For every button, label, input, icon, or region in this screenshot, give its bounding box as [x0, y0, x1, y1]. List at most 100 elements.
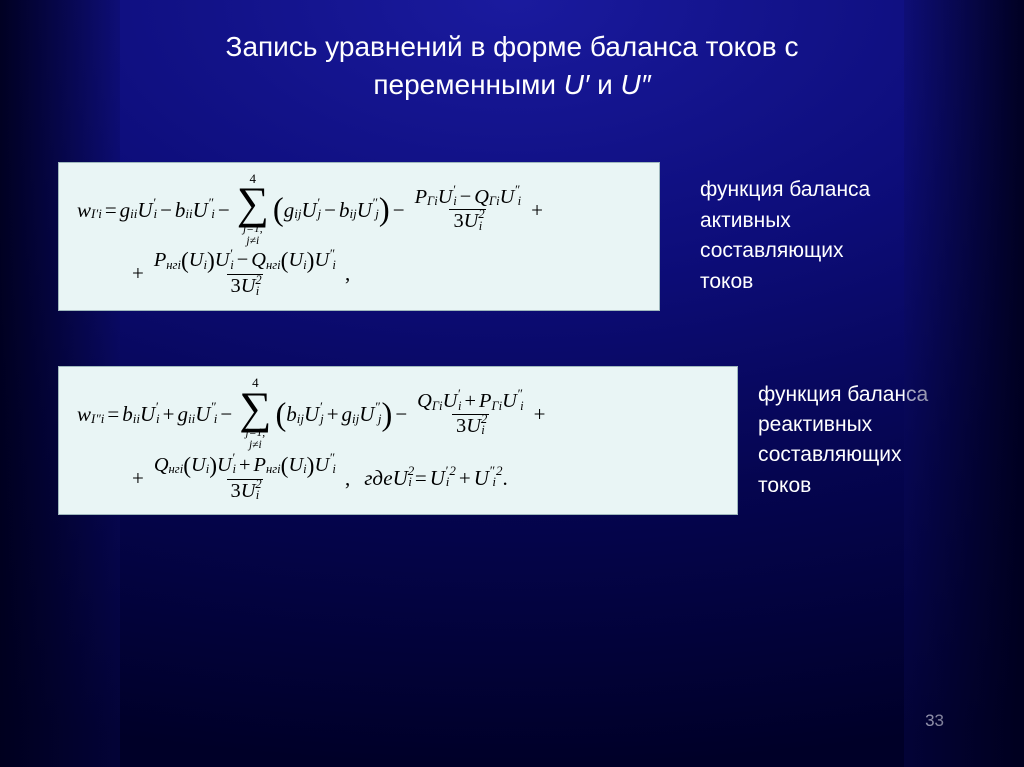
gden3b: 3 [231, 481, 241, 502]
f1n1: P [415, 187, 427, 208]
op-eq: = [107, 403, 119, 425]
gden3: 3 [456, 416, 466, 437]
eq2-line2: + Qнгi (Ui) U′i + Pнгi (Ui) U″i 3 U2i [77, 453, 719, 502]
title-var-u1: U′ [564, 69, 589, 100]
eq1-t2-usub: i [211, 207, 215, 221]
title-line2b: и [597, 69, 620, 100]
op-p: + [163, 403, 175, 425]
eq1-s2-u: U [357, 199, 372, 221]
eq1-s1-u: U [301, 199, 316, 221]
f1n1sub: Гi [427, 195, 438, 208]
eq1-frac2: Pнгi (Ui) U′i − Qнгi (Ui) U″i 3 U2i [150, 249, 340, 298]
op-m: − [160, 199, 172, 221]
sum-bot2: j≠i [249, 439, 262, 451]
f2n2sub: нгi [266, 259, 281, 272]
op-m: − [218, 199, 230, 221]
eq2-s2-coef: g [342, 403, 353, 425]
eq2-t1-coef: b [122, 403, 133, 425]
paren-l: ( [275, 398, 286, 432]
f1n2sub: Гi [489, 195, 500, 208]
op-p: + [132, 467, 144, 489]
f2u2: U [314, 250, 329, 271]
cap1-l3: составляющих [700, 239, 844, 262]
fden3b: 3 [231, 276, 241, 297]
slide-title: Запись уравнений в форме баланса токов с… [0, 0, 1024, 104]
fdensub: i [479, 220, 483, 233]
paren-r: ) [379, 193, 390, 227]
sum-bot1: j=1, [246, 427, 266, 439]
fdenub: U [241, 276, 256, 297]
sigma-glyph: ∑ [237, 184, 269, 222]
paren-l: ( [273, 193, 284, 227]
cap1-l2: активных [700, 209, 791, 232]
wu: U [393, 467, 408, 489]
cap2-l4: токов [758, 474, 811, 497]
op-p: + [327, 403, 339, 425]
op-p: + [239, 455, 250, 476]
fden3: 3 [453, 211, 463, 232]
op-m: − [460, 187, 471, 208]
wt2u: U [474, 467, 489, 489]
eq1-comma: , [345, 262, 350, 284]
content-area: w I′i = gii U′i − bii U″i − 4 ∑ j=1,j≠i … [0, 162, 1024, 516]
equation-row-1: w I′i = gii U′i − bii U″i − 4 ∑ j=1,j≠i … [58, 162, 1024, 311]
gdenub: U [241, 481, 256, 502]
eq1-t1-coef: g [120, 199, 131, 221]
eq1-t1-u: U [137, 199, 152, 221]
title-line2a: переменными [373, 69, 563, 100]
g1n1sub: Гi [432, 400, 443, 413]
wt2exp: 2 [496, 464, 503, 478]
f1n2u: U [500, 187, 515, 208]
eq2-line1: w I″i = bii U′i + gii U″i − 4 ∑ j=1,j≠i … [77, 377, 719, 451]
op-p: + [531, 199, 543, 221]
eq1-line1: w I′i = gii U′i − bii U″i − 4 ∑ j=1,j≠i … [77, 173, 641, 247]
caption-1: функция баланса активных составляющих то… [700, 175, 870, 297]
sigma-icon: 4 ∑ j=1,j≠i [239, 377, 271, 451]
eq1-lhs: w [77, 199, 91, 221]
eq1-s2-sub: ij [349, 207, 356, 221]
eq2-t2-sub: ii [188, 412, 195, 426]
sigma-icon: 4 ∑ j=1,j≠i [237, 173, 269, 247]
op-m: − [220, 403, 232, 425]
f2u1i: i [230, 259, 234, 272]
op-m: − [237, 250, 248, 271]
eq2-comma: , [345, 467, 350, 489]
eq2-s1-u: U [304, 403, 319, 425]
eq1-s2-coef: b [339, 199, 350, 221]
cap2-l2: реактивных [758, 413, 872, 436]
eq1-t2-sub: ii [185, 207, 192, 221]
f2n1: P [154, 250, 166, 271]
title-line1: Запись уравнений в форме баланса токов с [226, 31, 799, 62]
g2n1: Q [154, 455, 169, 476]
paren-r: ) [381, 398, 392, 432]
cap1-l4: токов [700, 270, 753, 293]
formula-box-1: w I′i = gii U′i − bii U″i − 4 ∑ j=1,j≠i … [58, 162, 660, 311]
gdensub: i [481, 424, 485, 437]
op-m: − [324, 199, 336, 221]
wdot: . [503, 467, 508, 489]
eq1-t1-sub: ii [130, 207, 137, 221]
g2argu: U [191, 455, 206, 476]
eq2-t1-usub: i [156, 412, 160, 426]
formula-box-2: w I″i = bii U′i + gii U″i − 4 ∑ j=1,j≠i … [58, 366, 738, 515]
eq2-s1-usub: j [320, 412, 324, 426]
gdenu: U [466, 416, 481, 437]
op-p: + [534, 403, 546, 425]
g2u1: U [217, 455, 232, 476]
eq1-lhs-sub: I′i [91, 207, 102, 221]
f1n1u: U [438, 187, 453, 208]
op-m: − [393, 199, 405, 221]
caption-2: функция баланса реактивных составляющих … [758, 380, 928, 502]
eq2-t1-u: U [140, 403, 155, 425]
eq2-frac2: Qнгi (Ui) U′i + Pнгi (Ui) U″i 3 U2i [150, 453, 340, 502]
g1n2u: U [502, 391, 517, 412]
sigma-glyph: ∑ [239, 389, 271, 427]
eq2-s2-sub: ij [352, 412, 359, 426]
op-p: + [132, 262, 144, 284]
eq2-t1-sub: ii [133, 412, 140, 426]
f2argu: U [189, 250, 204, 271]
g2u2i: i [332, 463, 336, 476]
eq2-t2-coef: g [177, 403, 188, 425]
g1n1usub: i [458, 400, 462, 413]
op-eq: = [105, 199, 117, 221]
